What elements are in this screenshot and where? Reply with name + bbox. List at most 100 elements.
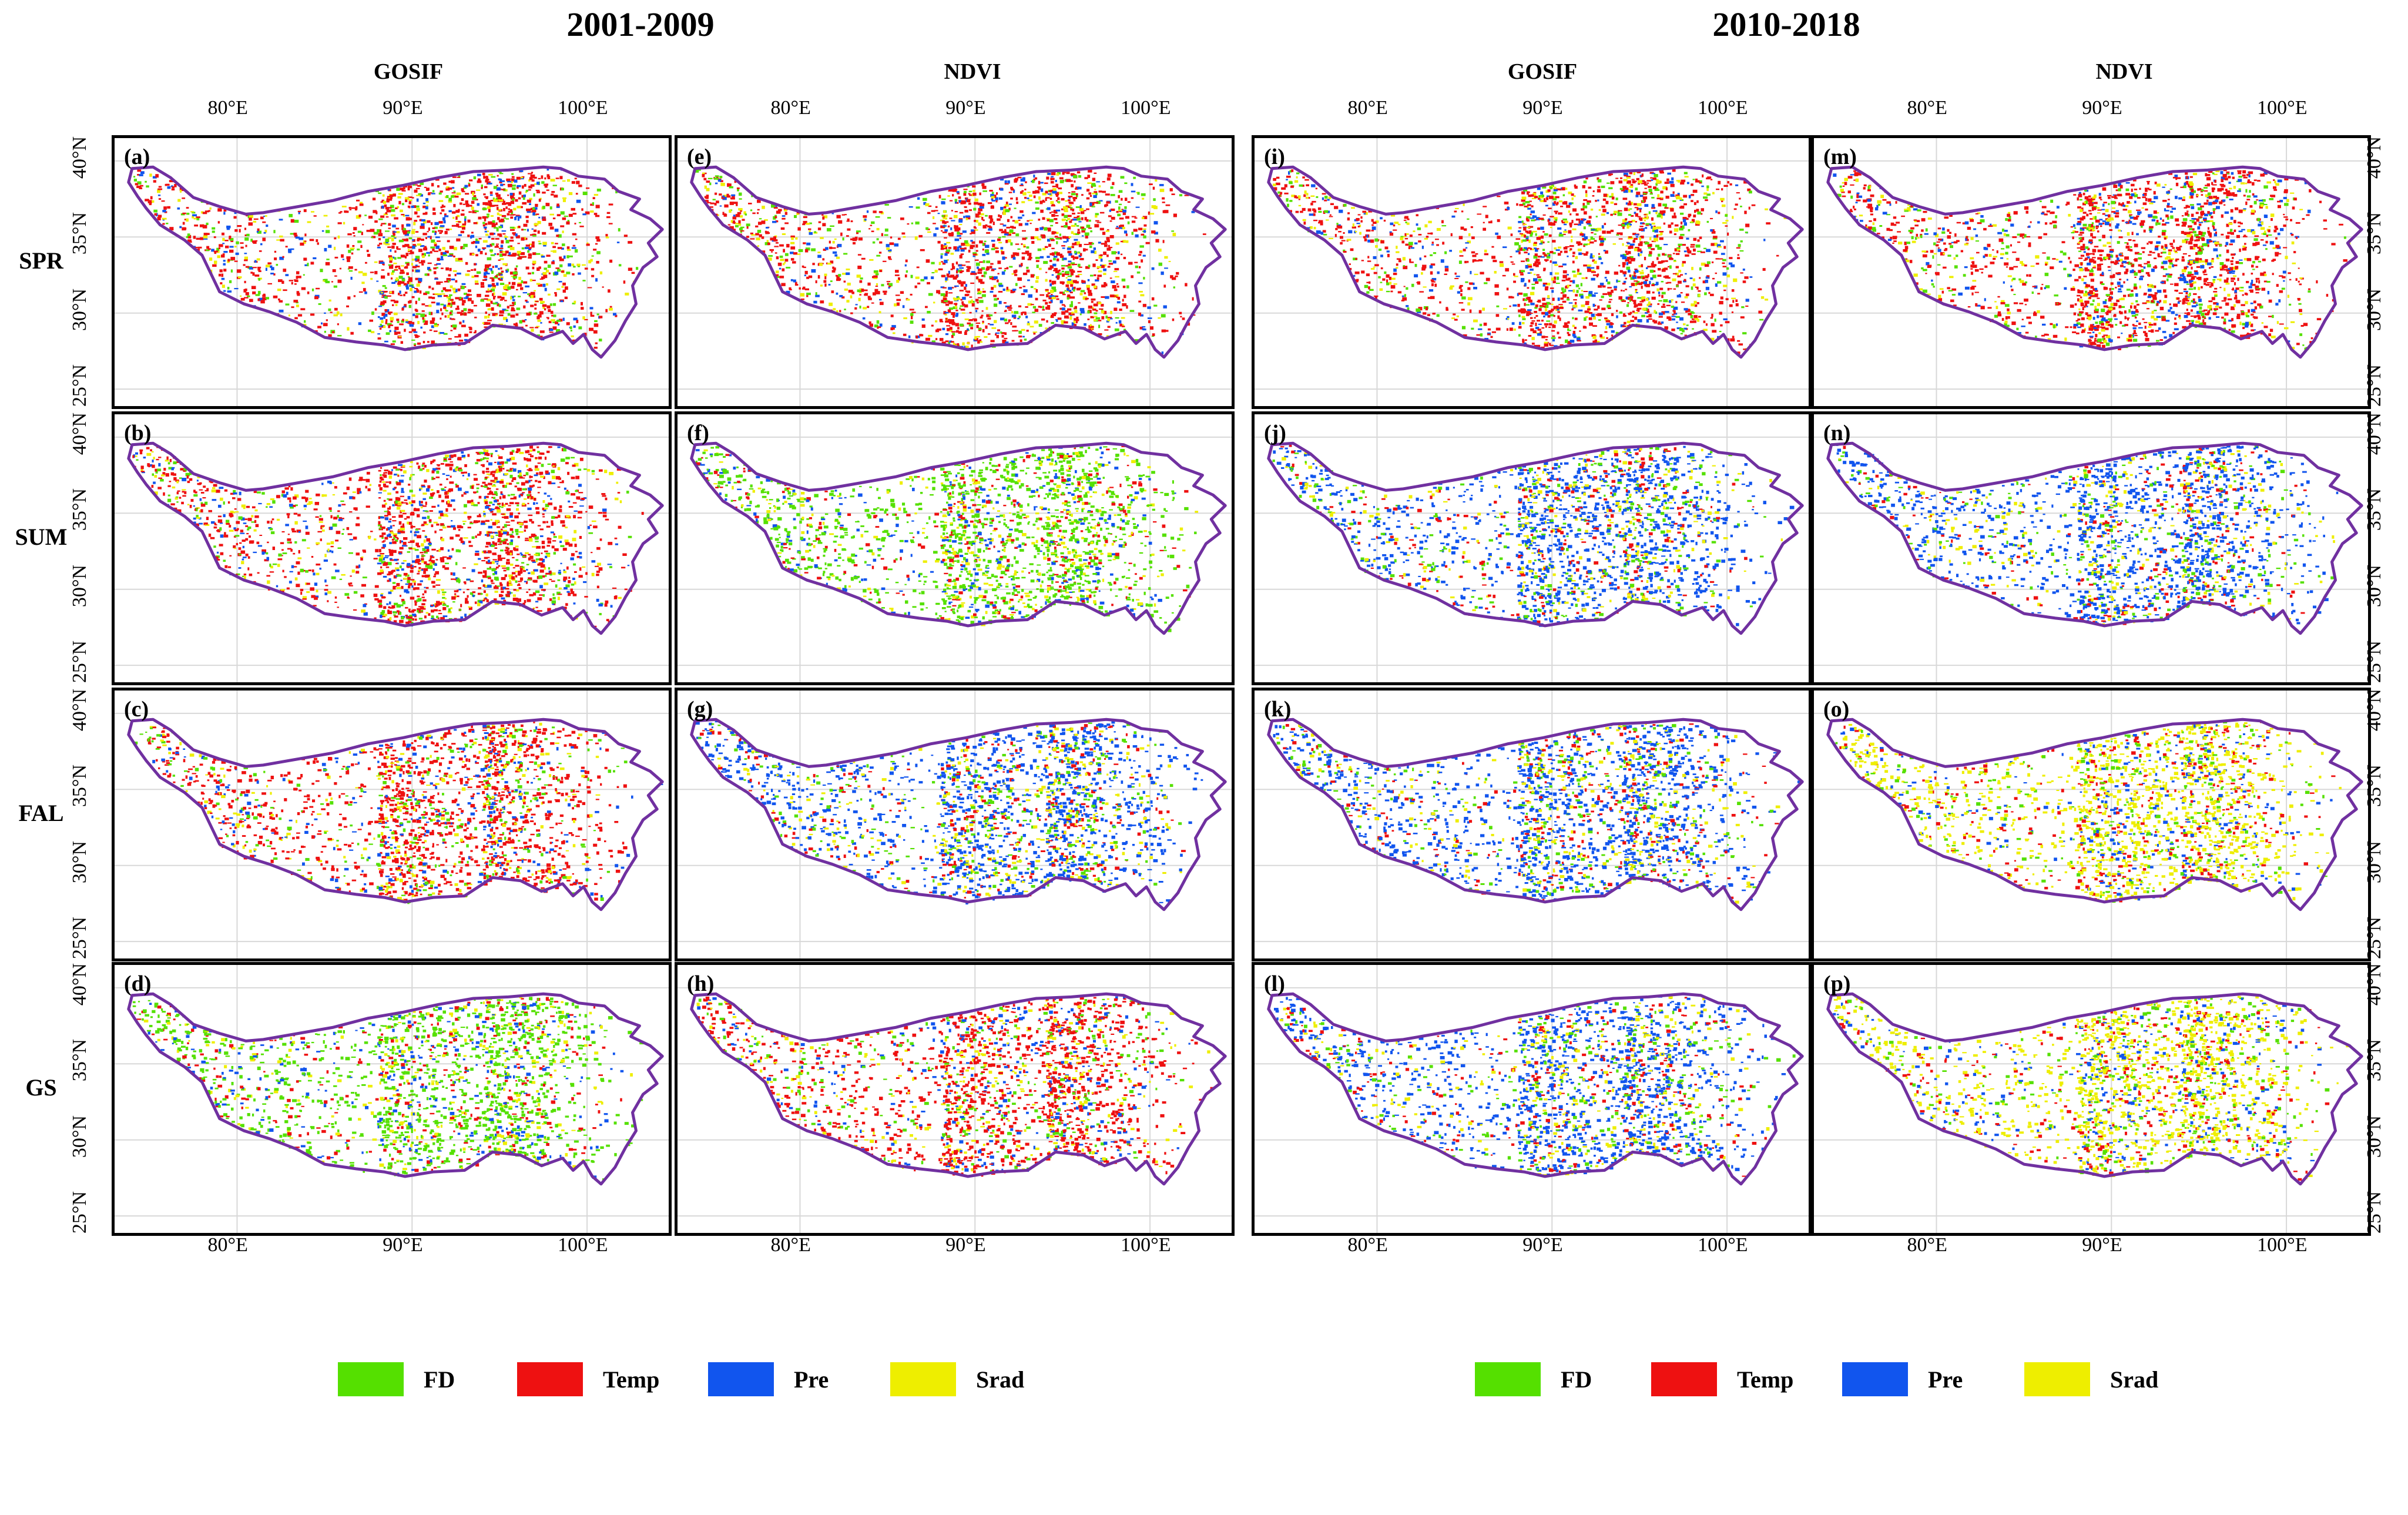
- driver-pixel: [447, 289, 451, 291]
- driver-pixel: [402, 239, 406, 242]
- driver-pixel: [376, 280, 379, 282]
- driver-pixel: [434, 232, 437, 236]
- driver-pixel: [598, 567, 603, 571]
- driver-pixel: [370, 751, 374, 753]
- driver-pixel: [431, 560, 435, 564]
- driver-pixel: [491, 237, 495, 240]
- driver-pixel: [507, 735, 509, 738]
- driver-pixel: [486, 450, 489, 452]
- driver-pixel: [229, 249, 234, 253]
- driver-pixel: [353, 235, 356, 237]
- driver-pixel: [261, 297, 267, 300]
- driver-pixel: [556, 766, 559, 769]
- driver-pixel: [415, 529, 418, 531]
- driver-pixel: [558, 569, 561, 571]
- driver-pixel: [496, 282, 499, 286]
- driver-pixel: [185, 790, 188, 792]
- driver-pixel: [495, 450, 498, 453]
- driver-pixel: [497, 461, 502, 465]
- driver-pixel: [508, 281, 511, 284]
- driver-pixel: [542, 232, 546, 235]
- driver-pixel: [536, 267, 540, 271]
- driver-pixel: [487, 531, 492, 534]
- driver-pixel: [262, 294, 266, 297]
- driver-pixel: [400, 282, 404, 284]
- driver-pixel: [483, 511, 485, 512]
- driver-pixel: [381, 802, 383, 805]
- driver-pixel: [618, 596, 622, 599]
- driver-pixel: [387, 514, 391, 515]
- driver-pixel: [381, 260, 384, 262]
- driver-pixel: [574, 581, 576, 585]
- driver-pixel: [395, 575, 398, 578]
- driver-pixel: [426, 252, 431, 254]
- driver-pixel: [504, 288, 507, 290]
- driver-pixel: [528, 480, 532, 481]
- driver-pixel: [381, 504, 386, 508]
- driver-pixel: [446, 781, 450, 785]
- driver-pixel: [401, 787, 404, 790]
- driver-pixel: [498, 735, 502, 738]
- driver-pixel: [487, 315, 490, 319]
- driver-pixel: [388, 878, 393, 882]
- driver-pixel: [475, 254, 478, 257]
- driver-pixel: [537, 870, 542, 872]
- driver-pixel: [476, 785, 481, 788]
- driver-pixel: [418, 863, 423, 866]
- driver-pixel: [182, 495, 186, 497]
- driver-pixel: [196, 515, 199, 518]
- driver-pixel: [405, 217, 410, 221]
- driver-pixel: [200, 509, 203, 512]
- driver-pixel: [473, 474, 477, 475]
- driver-pixel: [514, 485, 517, 488]
- driver-pixel: [498, 199, 504, 202]
- driver-pixel: [487, 216, 489, 218]
- driver-pixel: [532, 241, 535, 244]
- driver-pixel: [526, 312, 531, 316]
- driver-pixel: [414, 534, 417, 537]
- driver-pixel: [549, 571, 552, 574]
- driver-pixel: [133, 179, 137, 182]
- driver-pixel: [460, 246, 464, 250]
- driver-pixel: [393, 537, 395, 540]
- driver-pixel: [193, 494, 198, 497]
- driver-pixel: [212, 227, 216, 230]
- driver-pixel: [581, 264, 586, 266]
- driver-pixel: [317, 769, 322, 772]
- driver-pixel: [499, 299, 503, 301]
- driver-pixel: [420, 833, 425, 836]
- driver-pixel: [417, 598, 422, 602]
- driver-pixel: [378, 484, 381, 487]
- driver-pixel: [522, 730, 527, 734]
- driver-pixel: [511, 494, 515, 496]
- driver-pixel: [544, 492, 547, 495]
- driver-pixel: [490, 252, 493, 253]
- driver-pixel: [400, 595, 401, 597]
- driver-pixel: [431, 239, 435, 243]
- driver-pixel: [546, 305, 551, 309]
- driver-pixel: [492, 504, 495, 505]
- driver-pixel: [542, 575, 545, 578]
- driver-pixel: [499, 584, 503, 586]
- driver-pixel: [403, 306, 406, 308]
- driver-pixel: [509, 534, 512, 535]
- driver-pixel: [381, 223, 385, 224]
- driver-pixel: [494, 842, 497, 845]
- driver-pixel: [389, 617, 392, 621]
- driver-pixel: [591, 520, 596, 522]
- driver-pixel: [431, 297, 435, 299]
- driver-pixel: [447, 749, 452, 750]
- driver-pixel: [493, 746, 497, 749]
- driver-pixel: [280, 239, 284, 242]
- driver-pixel: [485, 495, 489, 498]
- driver-pixel: [397, 280, 401, 284]
- driver-pixel: [550, 310, 554, 314]
- driver-pixel: [590, 203, 594, 206]
- driver-pixel: [152, 460, 154, 462]
- driver-pixel: [432, 230, 435, 233]
- driver-pixel: [392, 270, 395, 273]
- driver-pixel: [572, 213, 577, 215]
- driver-pixel: [290, 219, 294, 223]
- driver-pixel: [400, 855, 402, 857]
- driver-pixel: [482, 279, 487, 281]
